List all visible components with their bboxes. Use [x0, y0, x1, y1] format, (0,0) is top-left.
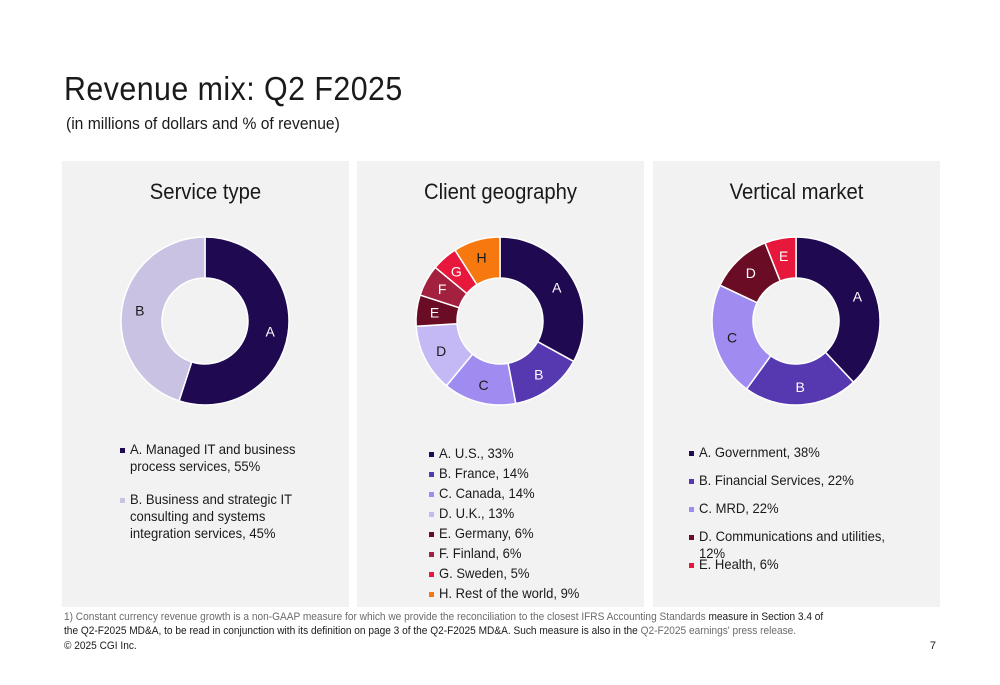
legend-item-d: D. U.K., 13% [429, 505, 629, 522]
legend-item-a: A. Government, 38% [689, 444, 929, 461]
legend-swatch-f [429, 552, 434, 557]
donut-segment-b [120, 236, 206, 402]
donut-segment-a [795, 236, 881, 384]
donut-segment-b [745, 351, 855, 406]
legend-item-c: C. MRD, 22% [689, 500, 929, 517]
legend-text-b: B. Business and strategic IT consulting … [130, 491, 292, 541]
legend-item-h: H. Rest of the world, 9% [429, 585, 629, 602]
legend-item-a: A. Managed IT and business process servi… [120, 441, 320, 475]
segment-label-f: F [438, 281, 447, 297]
segment-label-c: C [727, 329, 737, 345]
page-number: 7 [929, 640, 936, 652]
legend-text-e: E. Germany, 6% [439, 525, 534, 541]
legend-text-f: F. Finland, 6% [439, 545, 522, 561]
segment-label-b: B [135, 303, 144, 319]
legend-text-h: H. Rest of the world, 9% [439, 585, 580, 601]
legend-item-f: F. Finland, 6% [429, 545, 629, 562]
legend-item-e: E. Germany, 6% [429, 525, 629, 542]
legend-text-e: E. Health, 6% [699, 556, 779, 572]
legend-swatch-b [689, 479, 694, 484]
segment-label-e: E [779, 248, 788, 264]
legend-item-c: C. Canada, 14% [429, 485, 629, 502]
segment-label-a: A [266, 323, 276, 339]
legend-swatch-d [689, 535, 694, 540]
legend-text-d: D. Communications and utilities, 12% [699, 528, 885, 561]
legend-swatch-d [429, 512, 434, 517]
footnote-part-3: Q2-F2025 earnings' press release. [640, 625, 797, 637]
legend-text-a: A. U.S., 33% [439, 445, 514, 461]
legend-swatch-a [120, 448, 125, 453]
chart-title-service-type: Service type [149, 179, 262, 204]
donut-segment-e [764, 236, 797, 282]
footnote: 1) Constant currency revenue growth is a… [64, 610, 837, 638]
legend-text-c: C. Canada, 14% [439, 485, 535, 501]
chart-title-vertical-market: Vertical market [729, 179, 864, 204]
donut-vertical-market: A B C D E [711, 236, 881, 406]
donut-segment-c [711, 284, 772, 391]
legend-swatch-a [689, 451, 694, 456]
footnote-part-2: measure in Section 3.4 of the Q2-F2025 M… [64, 611, 824, 637]
donut-service-type: AB [120, 236, 290, 406]
legend-text-a: A. Government, 38% [699, 444, 820, 460]
legend-swatch-h [429, 592, 434, 597]
legend-item-b: B. Business and strategic IT consulting … [120, 491, 320, 542]
donut-segment-a [178, 236, 290, 406]
slide-subtitle: (in millions of dollars and % of revenue… [66, 114, 340, 133]
legend-item-b: B. Financial Services, 22% [689, 472, 929, 489]
copyright: © 2025 CGI Inc. [64, 640, 137, 652]
donut-segment-a [499, 236, 585, 363]
legend-swatch-g [429, 572, 434, 577]
legend-item-a: A. U.S., 33% [429, 445, 629, 462]
footnote-part-1: 1) Constant currency revenue growth is a… [64, 611, 706, 623]
legend-item-b: B. France, 14% [429, 465, 629, 482]
legend-swatch-a [429, 452, 434, 457]
segment-label-a: A [853, 289, 863, 305]
legend-swatch-c [689, 507, 694, 512]
donut-segment-h [453, 236, 501, 286]
legend-text-d: D. U.K., 13% [439, 505, 515, 521]
legend-swatch-b [120, 498, 125, 503]
legend-swatch-c [429, 492, 434, 497]
legend-swatch-e [429, 532, 434, 537]
legend-text-a: A. Managed IT and business process servi… [130, 441, 296, 474]
slide-title: Revenue mix: Q2 F2025 [64, 70, 403, 107]
segment-label-a: A [552, 279, 562, 295]
panel-vertical-market: Vertical market A B C D E A. Government, 38%… [653, 161, 940, 607]
legend-text-b: B. France, 14% [439, 465, 529, 481]
legend-swatch-e [689, 563, 694, 568]
legend-text-b: B. Financial Services, 22% [699, 472, 854, 488]
segment-label-e: E [430, 305, 439, 321]
segment-label-d: D [746, 265, 756, 281]
legend-item-e: E. Health, 6% [689, 556, 929, 573]
legend-item-d: D. Communications and utilities, 12% [689, 528, 929, 562]
legend-item-g: G. Sweden, 5% [429, 565, 629, 582]
legend-text-g: G. Sweden, 5% [439, 565, 530, 581]
segment-label-b: B [534, 366, 543, 382]
segment-label-c: C [479, 377, 489, 393]
segment-label-h: H [477, 250, 487, 266]
segment-label-d: D [436, 343, 446, 359]
legend-swatch-b [429, 472, 434, 477]
segment-label-g: G [451, 263, 462, 279]
segment-label-b: B [795, 379, 804, 395]
chart-title-client-geography: Client geography [423, 179, 578, 204]
legend-text-c: C. MRD, 22% [699, 500, 779, 516]
